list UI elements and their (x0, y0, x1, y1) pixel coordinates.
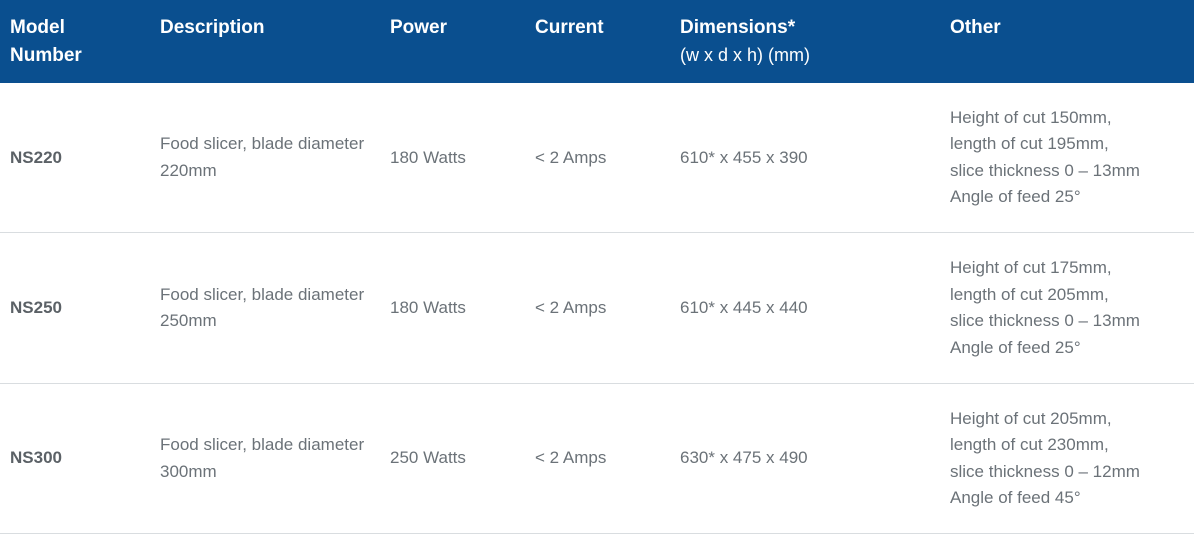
other-line: slice thickness 0 – 13mm (950, 158, 1184, 184)
col-header-label: Current (535, 17, 604, 38)
other-line: Height of cut 150mm, (950, 105, 1184, 131)
cell-description: Food slicer, blade diameter 300mm (150, 383, 380, 533)
col-header-label: Model Number (10, 17, 82, 66)
other-line: length of cut 205mm, (950, 282, 1184, 308)
cell-description: Food slicer, blade diameter 250mm (150, 233, 380, 383)
cell-power: 180 Watts (380, 233, 525, 383)
table-body: NS220Food slicer, blade diameter 220mm18… (0, 83, 1194, 534)
cell-model: NS300 (0, 383, 150, 533)
cell-power: 250 Watts (380, 383, 525, 533)
cell-other: Height of cut 205mm,length of cut 230mm,… (940, 383, 1194, 533)
cell-description: Food slicer, blade diameter 220mm (150, 83, 380, 233)
cell-model: NS250 (0, 233, 150, 383)
col-header-label: Dimensions* (680, 17, 795, 38)
col-header-1: Description (150, 0, 380, 83)
other-line: Height of cut 175mm, (950, 255, 1184, 281)
col-header-0: Model Number (0, 0, 150, 83)
other-line: Angle of feed 25° (950, 335, 1184, 361)
other-line: Angle of feed 25° (950, 184, 1184, 210)
other-line: slice thickness 0 – 13mm (950, 308, 1184, 334)
cell-other: Height of cut 175mm,length of cut 205mm,… (940, 233, 1194, 383)
table-row: NS220Food slicer, blade diameter 220mm18… (0, 83, 1194, 233)
col-header-5: Other (940, 0, 1194, 83)
cell-other: Height of cut 150mm,length of cut 195mm,… (940, 83, 1194, 233)
col-header-label: Other (950, 17, 1001, 38)
cell-power: 180 Watts (380, 83, 525, 233)
cell-dimensions: 610* x 455 x 390 (670, 83, 940, 233)
other-line: length of cut 195mm, (950, 131, 1184, 157)
cell-dimensions: 630* x 475 x 490 (670, 383, 940, 533)
other-line: length of cut 230mm, (950, 432, 1184, 458)
col-header-4: Dimensions* (w x d x h) (mm) (670, 0, 940, 83)
col-header-3: Current (525, 0, 670, 83)
col-header-label: Description (160, 17, 265, 38)
spec-table: Model Number Description Power Current Dimen… (0, 0, 1194, 534)
table-row: NS300Food slicer, blade diameter 300mm25… (0, 383, 1194, 533)
col-header-sublabel: (w x d x h) (mm) (680, 42, 930, 68)
table-row: NS250Food slicer, blade diameter 250mm18… (0, 233, 1194, 383)
col-header-2: Power (380, 0, 525, 83)
col-header-label: Power (390, 17, 447, 38)
cell-model: NS220 (0, 83, 150, 233)
cell-current: < 2 Amps (525, 83, 670, 233)
cell-dimensions: 610* x 445 x 440 (670, 233, 940, 383)
header-row: Model Number Description Power Current Dimen… (0, 0, 1194, 83)
other-line: Height of cut 205mm, (950, 406, 1184, 432)
cell-current: < 2 Amps (525, 383, 670, 533)
other-line: slice thickness 0 – 12mm (950, 459, 1184, 485)
table-header: Model Number Description Power Current Dimen… (0, 0, 1194, 83)
cell-current: < 2 Amps (525, 233, 670, 383)
other-line: Angle of feed 45° (950, 485, 1184, 511)
